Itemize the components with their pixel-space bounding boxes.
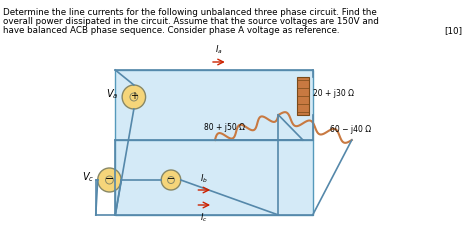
Circle shape [106,176,113,184]
Text: have balanced ACB phase sequence. Consider phase A voltage as reference.: have balanced ACB phase sequence. Consid… [3,26,339,35]
Text: [10]: [10] [445,26,463,35]
Circle shape [122,85,146,109]
Bar [297,77,309,115]
Text: $I_b$: $I_b$ [200,172,208,185]
Text: 80 + j50 Ω: 80 + j50 Ω [204,122,245,132]
Text: $I_c$: $I_c$ [201,211,208,223]
Circle shape [161,170,181,190]
Text: −: − [105,174,114,184]
Circle shape [168,176,174,184]
Circle shape [98,168,121,192]
Text: 60 − j40 Ω: 60 − j40 Ω [330,125,372,135]
Text: $I_a$: $I_a$ [215,44,223,56]
Circle shape [130,93,138,101]
Text: $V_c$: $V_c$ [82,170,94,184]
Polygon shape [115,70,313,140]
Polygon shape [115,140,313,215]
Text: +: + [130,91,138,101]
Text: overall power dissipated in the circuit. Assume that the source voltages are 150: overall power dissipated in the circuit.… [3,17,379,26]
Text: $V_a$: $V_a$ [106,87,118,101]
Text: −: − [167,174,175,184]
Text: 20 + j30 Ω: 20 + j30 Ω [313,88,354,98]
Text: Determine the line currents for the following unbalanced three phase circuit. Fi: Determine the line currents for the foll… [3,8,377,17]
